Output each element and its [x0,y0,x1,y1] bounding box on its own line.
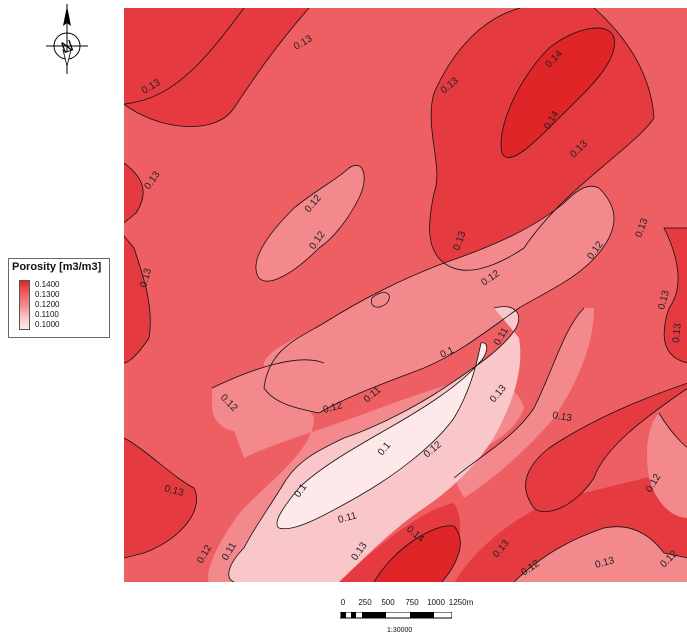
contour-line [255,165,365,282]
legend-label: 0.1400 [35,280,60,289]
band-012 [371,292,390,308]
contour-line [124,437,197,559]
contour-label: 0.13 [656,289,672,311]
contour-line [276,342,488,530]
band-014 [124,8,244,104]
contour-label: 0.11 [337,510,358,526]
band-015 [501,27,615,158]
scale-label: 750 [405,598,419,607]
band-014 [525,383,687,512]
north-letter: N [59,37,76,57]
scale-ratio: 1:30000 [387,627,413,634]
scale-label: 1000 [427,598,445,607]
contour-label: 0.13 [551,410,573,424]
contour-label: 0.1 [439,345,457,361]
band-012 [264,186,614,413]
legend-title: Porosity [m3/m3] [12,261,102,273]
contour-label: 0.13 [671,322,684,343]
band-012 [647,413,687,518]
contour-line [663,227,687,364]
scale-bar: 0 250 500 750 1000 1250m 1:30000 [330,598,500,638]
scale-label: 500 [381,598,395,607]
north-arrow-icon: N [46,4,88,74]
band-014 [124,236,151,363]
porosity-contour-map: 0.13 0.13 0.13 0.13 0.13 0.13 0.13 0.13 … [124,8,687,582]
contour-line [429,8,655,271]
contour-line [525,382,687,513]
legend-label: 0.1100 [35,310,59,319]
contour-line [373,525,461,582]
contour-line [513,526,687,582]
contour-line [124,235,151,364]
contour-label: 0.13 [594,555,616,571]
scale-label: 1250m [448,598,474,607]
contour-line [124,8,245,105]
contour-line [371,292,390,308]
band-012 [454,308,594,498]
contour-label: 0.13 [138,267,154,289]
scale-bar-graphic [340,612,452,619]
legend-label: 0.1200 [35,300,60,309]
band-012 [255,165,365,282]
legend-color-ramp [19,280,30,330]
band-014 [664,228,687,363]
band-015 [374,525,461,582]
contour-line [263,185,615,414]
contour-line [228,306,520,582]
band-014 [124,8,309,127]
contour-line [453,307,585,479]
contour-line [658,412,687,448]
band-014 [124,438,197,558]
contour-line [124,162,144,224]
legend-label: 0.1300 [35,290,60,299]
band-010 [276,342,487,529]
scale-label: 250 [358,598,372,607]
contour-line [211,359,325,389]
scale-label: 0 [340,598,346,607]
legend-label: 0.1000 [35,320,60,329]
band-012 [514,526,687,582]
contour-label: 0.13 [163,483,185,499]
contour-label: 0.12 [322,400,344,416]
contour-line [124,8,310,127]
legend: Porosity [m3/m3] 0.1400 0.1300 0.1200 0.… [8,258,110,338]
